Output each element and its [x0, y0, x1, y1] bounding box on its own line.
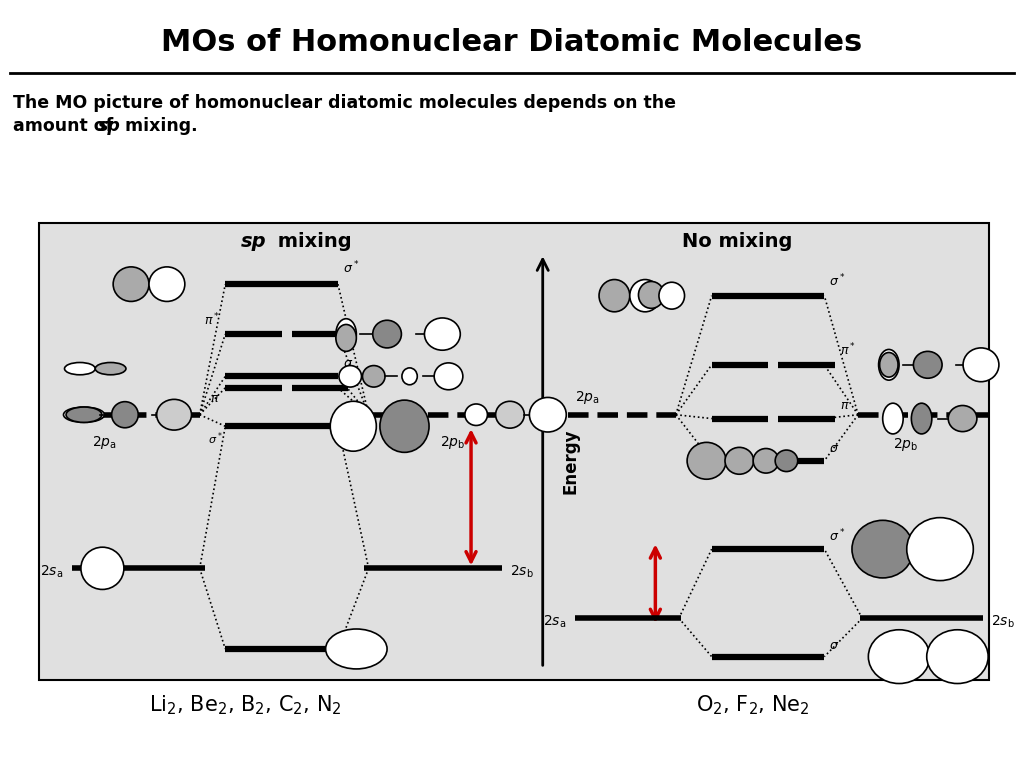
Ellipse shape [659, 283, 684, 310]
Ellipse shape [913, 351, 942, 378]
Text: MOs of Homonuclear Diatomic Molecules: MOs of Homonuclear Diatomic Molecules [162, 28, 862, 57]
Ellipse shape [529, 398, 566, 432]
Ellipse shape [434, 363, 463, 390]
Ellipse shape [754, 449, 778, 473]
Text: $2s_\mathrm{b}$: $2s_\mathrm{b}$ [510, 564, 534, 581]
Ellipse shape [63, 407, 104, 422]
Ellipse shape [911, 403, 932, 434]
Text: $2p_\mathrm{a}$: $2p_\mathrm{a}$ [92, 434, 117, 451]
Text: $\pi$: $\pi$ [211, 392, 220, 405]
Ellipse shape [852, 521, 913, 578]
Ellipse shape [725, 447, 754, 474]
Ellipse shape [157, 399, 191, 430]
Ellipse shape [880, 353, 898, 377]
Text: $\sigma^*$: $\sigma^*$ [829, 273, 846, 290]
Ellipse shape [496, 401, 524, 429]
Ellipse shape [95, 362, 126, 375]
Text: $\pi$: $\pi$ [840, 399, 849, 412]
Text: Energy: Energy [561, 428, 580, 494]
Text: $2s_\mathrm{b}$: $2s_\mathrm{b}$ [991, 614, 1015, 631]
Text: sp: sp [98, 117, 121, 134]
Text: $\sigma$: $\sigma$ [829, 442, 840, 455]
Text: mixing.: mixing. [119, 117, 198, 134]
Ellipse shape [81, 547, 124, 590]
Text: $2p_\mathrm{b}$: $2p_\mathrm{b}$ [893, 436, 919, 453]
Ellipse shape [362, 366, 385, 387]
Text: $2p_\mathrm{b}$: $2p_\mathrm{b}$ [440, 434, 466, 451]
Text: $\pi^*$: $\pi^*$ [204, 311, 220, 328]
Ellipse shape [883, 403, 903, 434]
Ellipse shape [907, 518, 973, 581]
Text: sp: sp [241, 233, 266, 251]
Ellipse shape [380, 400, 429, 452]
Ellipse shape [326, 629, 387, 669]
Ellipse shape [868, 630, 930, 684]
Ellipse shape [339, 366, 361, 387]
Ellipse shape [948, 406, 977, 432]
Text: $\sigma$: $\sigma$ [343, 357, 353, 370]
Ellipse shape [330, 401, 377, 452]
Ellipse shape [424, 318, 461, 350]
Text: $\pi^*$: $\pi^*$ [840, 342, 856, 359]
Ellipse shape [599, 280, 630, 312]
Text: Li$_2$, Be$_2$, B$_2$, C$_2$, N$_2$: Li$_2$, Be$_2$, B$_2$, C$_2$, N$_2$ [150, 694, 342, 717]
Text: $\sigma^*$: $\sigma^*$ [829, 528, 846, 545]
Text: amount of: amount of [13, 117, 120, 134]
Text: $\sigma^*$: $\sigma^*$ [208, 430, 222, 447]
Text: $2p_\mathrm{a}$: $2p_\mathrm{a}$ [575, 389, 600, 406]
Ellipse shape [66, 407, 102, 422]
Text: $2s_\mathrm{a}$: $2s_\mathrm{a}$ [543, 614, 566, 631]
Ellipse shape [373, 320, 401, 348]
Ellipse shape [113, 267, 150, 302]
Ellipse shape [630, 280, 660, 312]
Ellipse shape [775, 450, 798, 472]
Text: $\sigma^*$: $\sigma^*$ [343, 260, 359, 276]
Ellipse shape [65, 362, 95, 375]
Text: $\sigma$: $\sigma$ [829, 639, 840, 652]
Ellipse shape [963, 348, 998, 382]
Ellipse shape [336, 325, 356, 352]
Ellipse shape [401, 368, 418, 385]
Text: $2s_\mathrm{a}$: $2s_\mathrm{a}$ [40, 564, 63, 581]
Ellipse shape [687, 442, 726, 479]
Text: O$_2$, F$_2$, Ne$_2$: O$_2$, F$_2$, Ne$_2$ [695, 694, 810, 717]
Ellipse shape [336, 319, 356, 349]
Ellipse shape [112, 402, 138, 428]
Ellipse shape [879, 349, 899, 380]
Ellipse shape [465, 404, 487, 425]
Ellipse shape [150, 267, 184, 302]
Text: mixing: mixing [271, 233, 352, 251]
Text: $\sigma$: $\sigma$ [343, 631, 353, 644]
Text: The MO picture of homonuclear diatomic molecules depends on the: The MO picture of homonuclear diatomic m… [13, 94, 676, 111]
Ellipse shape [639, 282, 664, 309]
FancyBboxPatch shape [39, 223, 989, 680]
Text: No mixing: No mixing [682, 233, 793, 251]
Ellipse shape [927, 630, 988, 684]
